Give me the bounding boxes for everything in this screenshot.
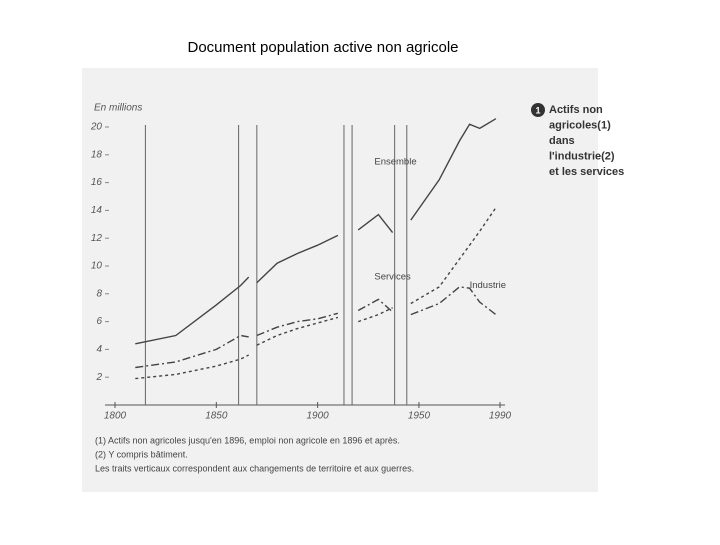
x-tick-label: 1950 (408, 411, 431, 422)
legend-number: 1 (535, 105, 540, 115)
legend-text: Actifs non (549, 104, 603, 116)
legend-text: dans (549, 135, 575, 147)
y-tick-label: 2 (95, 372, 102, 383)
series-line (135, 118, 497, 345)
x-tick-label: 1900 (307, 411, 330, 422)
legend-text: et les services (549, 166, 624, 178)
legend-text: agricoles(1) (549, 119, 611, 131)
y-tick-label: 8 (96, 288, 102, 299)
series-label: Ensemble (374, 156, 416, 167)
legend-text: l'industrie(2) (549, 150, 615, 162)
x-tick-label: 1850 (205, 411, 228, 422)
y-tick-label: 10 (91, 261, 103, 272)
y-tick-label: 12 (91, 233, 103, 244)
y-tick-label: 6 (96, 316, 102, 327)
series-line (135, 286, 497, 369)
x-tick-label: 1800 (104, 411, 127, 422)
footnote: (2) Y compris bâtiment. (95, 449, 188, 459)
scan-background (82, 68, 598, 492)
chart-title: Document population active non agricole (187, 39, 458, 56)
y-tick-label: 20 (90, 122, 103, 133)
y-axis-label: En millions (94, 103, 142, 114)
y-tick-label: 18 (91, 149, 103, 160)
y-tick-label: 16 (91, 177, 103, 188)
series-line (135, 207, 497, 380)
y-tick-label: 4 (96, 344, 102, 355)
x-tick-label: 1990 (489, 411, 512, 422)
series-label: Services (374, 272, 411, 283)
y-tick-label: 14 (91, 205, 103, 216)
series-label: Industrie (470, 280, 506, 291)
footnote: Les traits verticaux correspondent aux c… (95, 463, 414, 473)
legend-badge (531, 103, 545, 117)
footnote: (1) Actifs non agricoles jusqu'en 1896, … (95, 435, 400, 445)
